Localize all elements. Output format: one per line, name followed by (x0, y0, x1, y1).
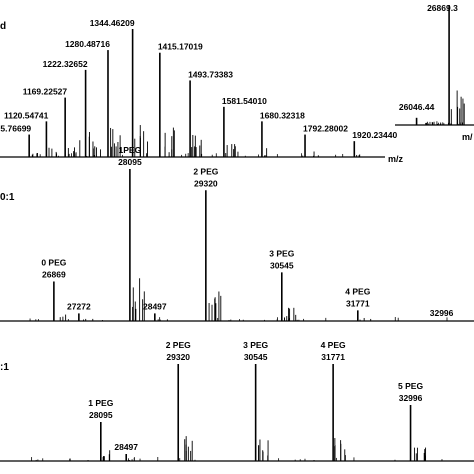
peak-label: 1415.17019 (158, 42, 203, 52)
inset-spectrum: 26046.44 26869.3 (395, 3, 474, 126)
peak-label: 27272 (67, 301, 91, 311)
peak-label: 31771 (321, 352, 345, 362)
peak-label: 32996 (399, 393, 423, 403)
peak-label: 28497 (114, 442, 138, 452)
peak-label: 30545 (270, 260, 294, 270)
top-x-axis-label: m/z (388, 154, 404, 164)
peg-group-label: 1 PEG (88, 398, 113, 408)
peak-label: 26869 (42, 269, 66, 279)
peak-label: 26046.44 (399, 102, 435, 112)
peak-label: 1075.76699 (0, 124, 31, 134)
peak-label: 1680.32318 (260, 110, 305, 120)
peg-group-label: 1PEG (119, 145, 142, 155)
peak-label: 28095 (89, 410, 113, 420)
peak-label: 1222.32652 (43, 59, 88, 69)
top-spectrum: 1075.76699 1120.54741 1169.22527 1222.32652… (0, 18, 397, 158)
peak-label: 1280.48716 (65, 39, 110, 49)
bottom-spectrum: 28095 1 PEG 28497 29320 2 PEG 30545 3 PEG 31771… (0, 340, 474, 462)
peg-group-label: 3 PEG (269, 248, 294, 258)
static-labels: d 0:1 :1 m/z m/ (0, 21, 473, 373)
peak-label: 26869.3 (427, 3, 458, 13)
peak-label: 1120.54741 (4, 110, 49, 120)
bottom-panel-label: :1 (0, 362, 9, 373)
peak-label: 31771 (346, 298, 370, 308)
chart-layer: 1075.76699 1120.54741 1169.22527 1222.32652… (0, 3, 474, 462)
peak-label: 1920.23440 (352, 130, 397, 140)
peg-group-label: 4 PEG (345, 286, 370, 296)
peg-group-label: 2 PEG (166, 340, 191, 350)
peg-group-label: 4 PEG (321, 340, 346, 350)
peak-label: 28095 (118, 157, 142, 167)
peak-label: 30545 (244, 352, 268, 362)
peak-label: 1792.28002 (303, 124, 348, 134)
peak-label: 32996 (430, 308, 454, 318)
peg-group-label: 5 PEG (398, 381, 423, 391)
middle-spectrum: 26869 0 PEG 27272 28095 1PEG 28497 29320 2 PEG 3… (0, 145, 474, 322)
peak-label: 29320 (194, 178, 218, 188)
peak-label: 1493.73383 (188, 69, 233, 79)
peg-group-label: 3 PEG (243, 340, 268, 350)
peak-label: 1344.46209 (90, 18, 135, 28)
peak-label: 29320 (166, 352, 190, 362)
top-panel-label: d (0, 21, 6, 32)
peg-group-label: 0 PEG (41, 257, 66, 267)
peak-label: 28497 (143, 301, 167, 311)
inset-x-axis-label: m/ (462, 132, 473, 142)
peak-label: 1581.54010 (222, 96, 267, 106)
peak-label: 1169.22527 (23, 87, 68, 97)
middle-panel-label: 0:1 (0, 192, 15, 203)
peg-group-label: 2 PEG (193, 166, 218, 176)
